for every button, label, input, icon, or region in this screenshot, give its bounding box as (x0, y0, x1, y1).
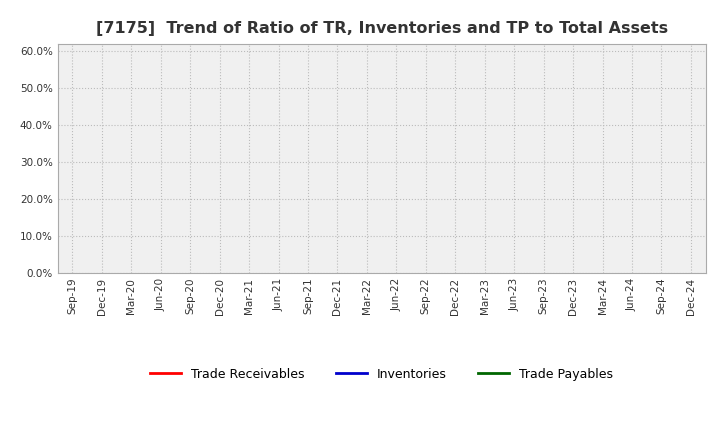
Title: [7175]  Trend of Ratio of TR, Inventories and TP to Total Assets: [7175] Trend of Ratio of TR, Inventories… (96, 21, 667, 36)
Legend: Trade Receivables, Inventories, Trade Payables: Trade Receivables, Inventories, Trade Pa… (145, 363, 618, 385)
